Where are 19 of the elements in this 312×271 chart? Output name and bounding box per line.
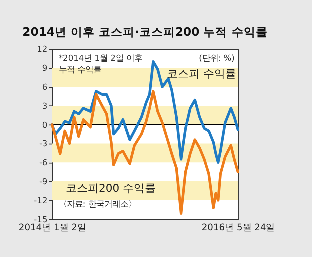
y-tick-label: -12 xyxy=(34,195,48,206)
y-tick-label: 0 xyxy=(42,120,48,130)
y-tick-label: 12 xyxy=(37,44,48,54)
y-tick-label: -3 xyxy=(39,138,48,149)
series-label: 코스피 수익률 xyxy=(167,67,236,80)
x-tick-label: 2016년 5월 24일 xyxy=(202,224,276,234)
y-tick-label: 9 xyxy=(42,63,48,74)
y-tick-label: -6 xyxy=(39,158,48,168)
annotation: *2014년 1월 2일 이후 누적 수익률 xyxy=(58,52,143,74)
x-tick-label: 2014년 1월 2일 xyxy=(18,224,86,234)
annotation: (단위: %) xyxy=(199,52,235,63)
y-tick-label: 3 xyxy=(42,100,48,111)
annotation: 〈자료: 한국거래소〉 xyxy=(58,198,136,209)
y-tick-label: -9 xyxy=(39,176,48,186)
y-tick-label: 6 xyxy=(42,82,48,92)
line-series xyxy=(50,90,240,216)
chart-title: 2014년 이후 코스피·코스피200 누적 수익률 xyxy=(22,24,268,39)
y-tick-label: -15 xyxy=(34,214,48,224)
series-label: 코스피200 수익률 xyxy=(66,182,156,195)
